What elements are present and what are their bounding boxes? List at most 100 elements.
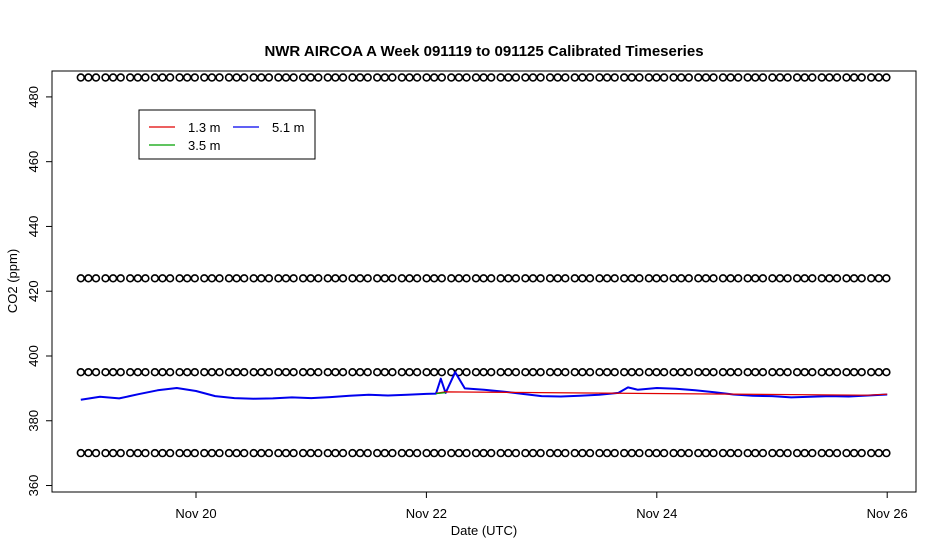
flag-marker — [422, 368, 431, 377]
flag-marker — [817, 448, 826, 458]
flag-marker — [141, 448, 150, 458]
flag-marker — [849, 448, 859, 458]
flag-marker — [224, 448, 234, 458]
x-tick-label: Nov 26 — [867, 506, 908, 521]
flag-marker — [627, 368, 636, 377]
flag-marker — [676, 448, 686, 458]
flag-marker — [348, 368, 357, 377]
flag-marker — [412, 368, 422, 377]
flag-marker — [758, 73, 768, 82]
flag-marker — [553, 73, 562, 82]
flag-marker — [76, 368, 86, 377]
flag-marker — [684, 368, 693, 377]
flag-marker — [718, 368, 728, 377]
flag-marker — [553, 368, 562, 377]
flag-marker — [743, 274, 752, 283]
flag-marker — [743, 448, 752, 458]
flag-marker — [108, 368, 118, 377]
x-tick-label: Nov 22 — [406, 506, 447, 521]
flag-marker — [561, 274, 570, 283]
flag-marker — [528, 368, 538, 377]
flag-marker — [430, 448, 439, 458]
flag-marker — [314, 448, 323, 458]
flag-marker — [487, 73, 496, 82]
flag-marker — [644, 73, 654, 82]
flag-marker — [817, 274, 826, 283]
flag-marker — [125, 368, 135, 377]
flag-marker — [200, 73, 209, 82]
flag-marker — [635, 274, 644, 283]
flag-marker — [289, 73, 298, 82]
flag-marker — [792, 448, 802, 458]
flag-marker — [116, 448, 125, 458]
flag-marker — [808, 73, 817, 82]
flag-marker — [800, 73, 809, 82]
flag-marker — [422, 448, 431, 458]
flag-marker — [536, 448, 545, 458]
flag-marker — [257, 368, 266, 377]
flag-marker — [158, 73, 167, 82]
flag-marker — [175, 274, 184, 283]
flag-marker — [289, 274, 298, 283]
flag-marker — [289, 448, 298, 458]
flag-marker — [726, 73, 735, 82]
flag-marker — [338, 368, 348, 377]
flag-marker — [150, 448, 160, 458]
flag-marker — [430, 73, 439, 82]
flag-marker — [578, 368, 587, 377]
flag-marker — [595, 368, 604, 377]
flag-marker — [487, 274, 496, 283]
flag-marker — [874, 448, 883, 458]
flag-marker — [578, 73, 587, 82]
flag-marker — [751, 448, 760, 458]
flag-marker — [274, 274, 283, 283]
flag-marker — [447, 73, 456, 82]
y-tick-label: 440 — [26, 216, 41, 238]
x-axis-label: Date (UTC) — [451, 523, 517, 538]
flag-marker — [348, 73, 357, 82]
flag-marker — [91, 73, 101, 82]
flag-marker — [175, 73, 184, 82]
flag-marker — [158, 274, 167, 283]
flag-marker — [412, 274, 422, 283]
flag-marker — [504, 368, 513, 377]
flag-marker — [298, 368, 308, 377]
flag-marker — [116, 274, 125, 283]
flag-marker — [76, 448, 86, 458]
flag-marker — [545, 274, 555, 283]
flag-marker — [659, 368, 669, 377]
flag-marker — [528, 73, 538, 82]
flag-marker — [561, 448, 570, 458]
flag-marker — [652, 448, 661, 458]
series-lines — [80, 371, 888, 401]
flag-marker — [792, 274, 802, 283]
flag-marker — [669, 448, 678, 458]
flag-marker — [397, 274, 407, 283]
flag-marker — [133, 274, 143, 283]
series-line-5-1-m — [80, 371, 888, 401]
flag-marker — [701, 448, 711, 458]
flag-marker — [743, 368, 752, 377]
flag-marker — [775, 448, 785, 458]
flag-marker — [207, 368, 217, 377]
flag-marker — [373, 274, 382, 283]
legend-box — [138, 109, 316, 160]
flag-marker — [405, 448, 414, 458]
flag-marker — [257, 274, 266, 283]
flag-marker — [405, 368, 414, 377]
flag-marker — [224, 274, 234, 283]
flag-marker — [808, 448, 817, 458]
flag-marker — [644, 274, 654, 283]
flag-marker — [165, 448, 175, 458]
flag-marker — [659, 73, 669, 82]
flag-marker — [751, 368, 760, 377]
flag-marker — [133, 448, 143, 458]
flag-marker — [709, 368, 718, 377]
flag-marker — [165, 73, 175, 82]
flag-marker — [874, 73, 883, 82]
flag-marker — [808, 368, 817, 377]
flag-marker — [619, 274, 629, 283]
flag-marker — [314, 274, 323, 283]
flag-marker — [800, 448, 809, 458]
